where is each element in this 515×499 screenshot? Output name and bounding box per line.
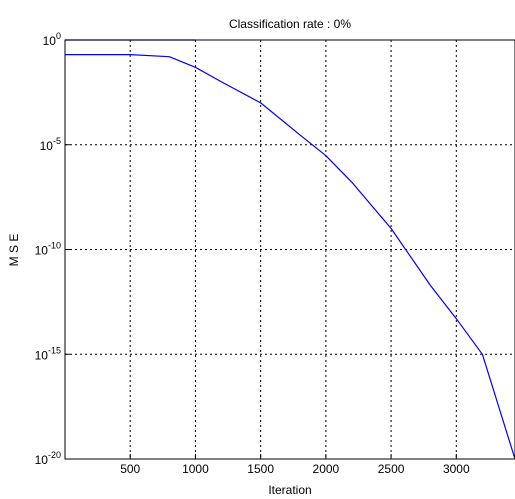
y-axis-label: M S E: [7, 234, 21, 267]
y-tick-exponent: -20: [48, 450, 61, 460]
y-tick-label: 10-5: [40, 136, 61, 153]
y-tick-label: 10-20: [35, 450, 61, 467]
y-tick-base: 10: [43, 34, 57, 48]
x-tick-label: 1000: [182, 462, 209, 476]
x-axis-label: Iteration: [268, 483, 311, 497]
y-tick-exponent: -10: [48, 241, 61, 251]
x-axis-ticks: 500 1000 1500 2000 2500 3000: [120, 454, 470, 476]
plot-frame: [64, 39, 515, 460]
y-tick-label: 10-10: [35, 241, 61, 258]
y-tick-label: 10-15: [35, 345, 61, 362]
x-tick-label: 3000: [443, 462, 470, 476]
x-tick-label: 2500: [378, 462, 405, 476]
y-tick-base: 10: [35, 453, 49, 467]
x-tick-label: 1500: [247, 462, 274, 476]
y-tick-exponent: -15: [48, 345, 61, 355]
x-tick-label: 2000: [313, 462, 340, 476]
y-tick-base: 10: [35, 244, 49, 258]
y-tick-exponent: 0: [56, 31, 61, 41]
x-tick-label: 500: [120, 462, 140, 476]
series-line-2: [65, 53, 515, 460]
y-tick-base: 10: [35, 348, 49, 362]
y-tick-label: 100: [43, 31, 61, 48]
chart-title: Classification rate : 0%: [229, 17, 351, 31]
y-tick-base: 10: [40, 139, 54, 153]
y-tick-exponent: -5: [53, 136, 61, 146]
